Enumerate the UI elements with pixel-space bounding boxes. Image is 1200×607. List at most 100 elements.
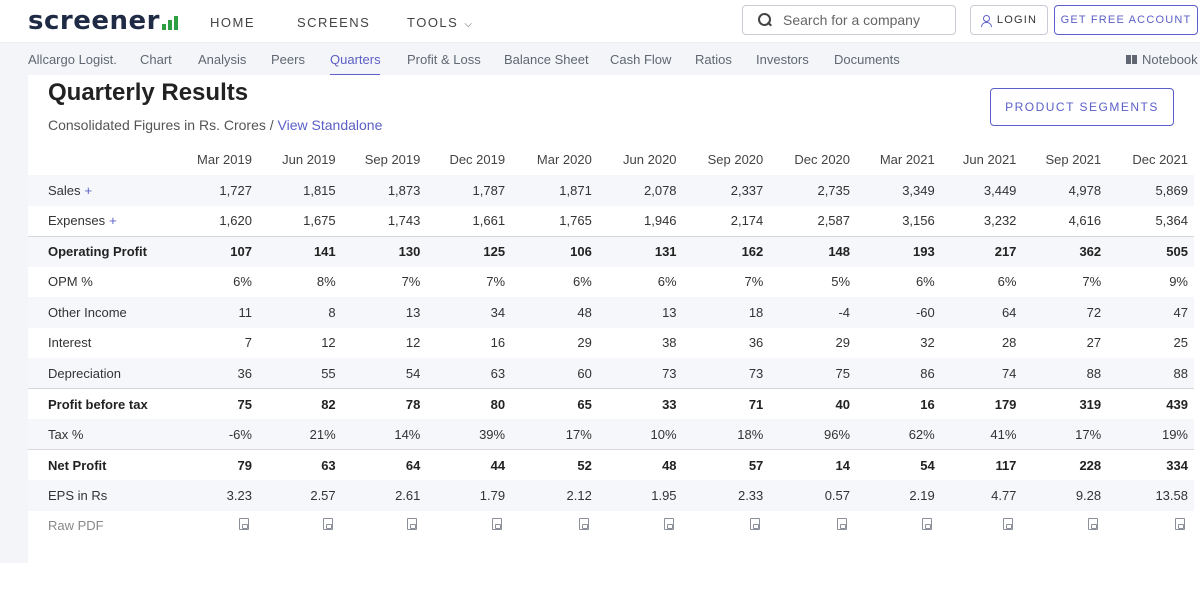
table-cell: 179	[940, 388, 1023, 419]
subnav-peers[interactable]: Peers	[271, 52, 305, 67]
expand-plus-button[interactable]: +	[109, 213, 117, 228]
subnav-documents[interactable]: Documents	[834, 52, 900, 67]
table-cell: 88	[1022, 358, 1108, 389]
row-label: Net Profit	[48, 457, 107, 473]
product-segments-button[interactable]: PRODUCT SEGMENTS	[990, 88, 1174, 126]
notebook-link[interactable]: Notebook	[1126, 52, 1198, 67]
table-cell: 10%	[597, 419, 683, 450]
column-header: Jun 2019	[282, 151, 336, 167]
search-box[interactable]	[742, 5, 956, 35]
table-cell: 48	[511, 297, 598, 328]
pdf-icon[interactable]	[750, 518, 761, 531]
table-cell: 7%	[1082, 274, 1102, 290]
subnav-investors[interactable]: Investors	[756, 52, 809, 67]
table-cell: 82	[257, 388, 342, 419]
table-cell: 5%	[831, 274, 851, 290]
view-standalone-link[interactable]: View Standalone	[277, 117, 383, 133]
table-cell: 19%	[1107, 419, 1194, 450]
table-cell: 2.57	[257, 480, 342, 511]
row-label-cell: Interest	[28, 328, 185, 359]
row-label: EPS in Rs	[48, 487, 108, 503]
table-cell: 64	[341, 449, 427, 480]
column-header: Dec 2019	[449, 151, 506, 167]
logo-text: screener	[28, 6, 160, 36]
table-row: EPS in Rs 3.23 2.57 2.61 1.79 2.12 1.95 2.33 0.5…	[28, 480, 1194, 511]
table-row: Interest 7 12 12 16 29 38 36 29 32 28 27 25	[28, 328, 1194, 359]
column-header: Sep 2019	[364, 151, 421, 167]
subnav-quarters[interactable]: Quarters	[330, 52, 381, 67]
table-cell: 2,078	[597, 175, 683, 206]
pdf-icon[interactable]	[921, 518, 932, 531]
logo[interactable]: screener	[28, 6, 178, 36]
table-cell: 29	[835, 335, 851, 351]
pdf-icon[interactable]	[322, 518, 333, 531]
pdf-icon[interactable]	[1175, 518, 1185, 531]
table-cell: 54	[341, 358, 427, 389]
table-cell: 78	[341, 388, 427, 419]
table-cell: 141	[257, 235, 342, 267]
subnav-company-name[interactable]: Allcargo Logist.	[28, 52, 117, 67]
table-cell: 39%	[426, 419, 512, 450]
table-cell: 4,616	[1068, 213, 1102, 228]
nav-screens[interactable]: SCREENS	[297, 15, 371, 30]
table-cell: 96%	[769, 419, 857, 450]
row-label: Tax %	[48, 426, 84, 442]
expand-plus-button[interactable]: +	[84, 182, 93, 198]
table-cell: 16	[490, 335, 506, 351]
pdf-icon[interactable]	[837, 518, 848, 531]
get-free-account-button[interactable]: GET FREE ACCOUNT	[1054, 5, 1198, 35]
subnav-analysis[interactable]: Analysis	[198, 52, 247, 67]
nav-tools[interactable]: TOOLS ⌵	[407, 15, 473, 30]
login-label: LOGIN	[996, 14, 1038, 26]
table-cell: 12	[321, 335, 336, 351]
subnav-chart[interactable]: Chart	[140, 52, 172, 67]
column-header: Sep 2021	[1045, 151, 1102, 167]
table-cell: 14	[769, 449, 857, 480]
book-icon	[1126, 55, 1137, 64]
table-cell: 7%	[401, 274, 421, 290]
pdf-icon[interactable]	[238, 518, 249, 531]
table-cell: 54	[856, 449, 941, 480]
table-cell: 6%	[573, 274, 592, 290]
company-subnav: Allcargo Logist. Chart Analysis Peers Qu…	[0, 42, 1200, 76]
subnav-balance-sheet[interactable]: Balance Sheet	[504, 52, 589, 67]
table-cell: 1,871	[511, 175, 598, 206]
pdf-icon[interactable]	[1088, 518, 1099, 531]
pdf-icon[interactable]	[663, 518, 674, 531]
pdf-icon[interactable]	[1003, 518, 1014, 531]
raw-pdf-cell	[769, 511, 856, 542]
search-input[interactable]	[783, 12, 943, 28]
chevron-down-icon: ⌵	[464, 19, 474, 30]
table-cell: 71	[682, 388, 770, 419]
table-cell: 16	[856, 388, 941, 419]
column-header: Dec 2020	[794, 151, 851, 167]
subnav-cash-flow[interactable]: Cash Flow	[610, 52, 672, 67]
raw-pdf-cell	[941, 511, 1023, 542]
row-label-cell[interactable]: Expenses +	[28, 206, 185, 237]
row-label-cell[interactable]: Sales +	[28, 175, 186, 206]
login-button[interactable]: LOGIN	[970, 5, 1048, 35]
subnav-ratios[interactable]: Ratios	[695, 52, 732, 67]
pdf-icon[interactable]	[578, 518, 589, 531]
row-label: Other Income	[48, 304, 127, 320]
row-label-cell: Operating Profit	[28, 235, 186, 267]
table-cell: 6%	[915, 274, 935, 290]
nav-tools-label: TOOLS	[407, 15, 459, 30]
table-cell: 9%	[1169, 274, 1188, 290]
row-label-cell: EPS in Rs	[28, 480, 186, 511]
table-cell: 1.95	[597, 480, 683, 511]
raw-pdf-cell	[342, 511, 427, 542]
pdf-icon[interactable]	[407, 518, 418, 531]
nav-home[interactable]: HOME	[210, 15, 255, 30]
subnav-profit-loss[interactable]: Profit & Loss	[407, 52, 481, 67]
table-cell: 52	[511, 449, 598, 480]
table-cell: 2,587	[817, 213, 851, 228]
table-cell: 62%	[856, 419, 941, 450]
table-cell: 2.12	[511, 480, 598, 511]
pdf-icon[interactable]	[492, 518, 503, 531]
table-cell: 193	[856, 235, 941, 267]
table-cell: 29	[577, 335, 592, 351]
left-rail	[0, 75, 28, 563]
table-row: Other Income 11 8 13 34 48 13 18 -4 -60 64 72 47	[28, 297, 1194, 328]
table-cell: 3,349	[856, 175, 941, 206]
